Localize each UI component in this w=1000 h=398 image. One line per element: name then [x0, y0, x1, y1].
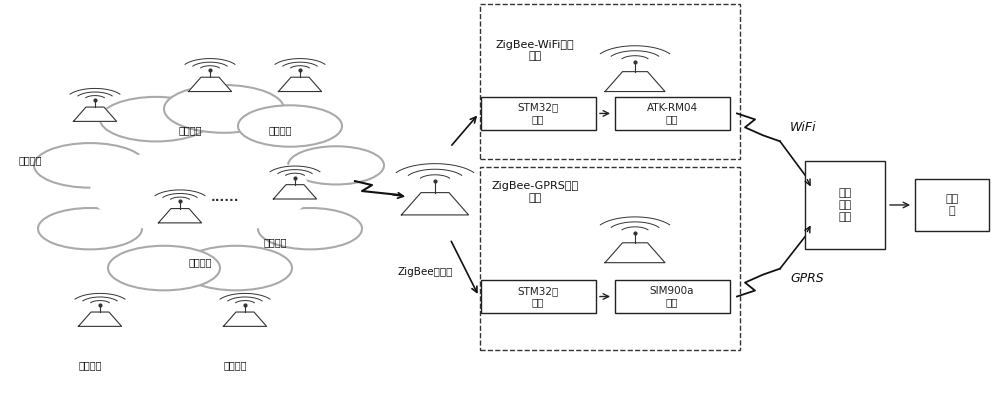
- Circle shape: [34, 143, 146, 188]
- Text: 终端节点: 终端节点: [263, 237, 287, 247]
- Circle shape: [38, 208, 142, 250]
- Text: 监测终端: 监测终端: [188, 257, 212, 267]
- Text: 终端节点: 终端节点: [78, 360, 102, 370]
- Text: 终端节点: 终端节点: [268, 125, 292, 135]
- Circle shape: [288, 146, 384, 185]
- Text: ZigBee-WiFi网关
模块: ZigBee-WiFi网关 模块: [496, 40, 574, 61]
- Polygon shape: [605, 72, 665, 92]
- Polygon shape: [273, 185, 317, 199]
- FancyBboxPatch shape: [914, 179, 989, 231]
- Polygon shape: [605, 243, 665, 263]
- Circle shape: [100, 97, 212, 141]
- Bar: [480, 167, 740, 350]
- Circle shape: [258, 208, 362, 250]
- Text: SIM900a
模块: SIM900a 模块: [650, 286, 694, 307]
- Circle shape: [238, 105, 342, 147]
- Text: WiFi: WiFi: [790, 121, 817, 134]
- Text: STM32处
理器: STM32处 理器: [517, 286, 559, 307]
- FancyBboxPatch shape: [614, 97, 730, 131]
- Text: GPRS: GPRS: [790, 272, 824, 285]
- Text: ATK-RM04
模块: ATK-RM04 模块: [646, 103, 698, 124]
- FancyBboxPatch shape: [481, 279, 596, 314]
- Text: ......: ......: [211, 191, 239, 203]
- Circle shape: [164, 85, 284, 133]
- Polygon shape: [78, 312, 122, 326]
- Text: 终端节点: 终端节点: [178, 125, 202, 135]
- Text: STM32处
理器: STM32处 理器: [517, 103, 559, 124]
- Polygon shape: [223, 312, 267, 326]
- Text: 终端节点: 终端节点: [223, 360, 247, 370]
- Text: 终端节点: 终端节点: [18, 155, 42, 165]
- Bar: [480, 4, 740, 159]
- Polygon shape: [278, 77, 322, 92]
- Polygon shape: [73, 107, 117, 121]
- Text: ZigBee-GPRS网关
模块: ZigBee-GPRS网关 模块: [491, 181, 579, 203]
- FancyBboxPatch shape: [614, 279, 730, 314]
- Polygon shape: [401, 193, 469, 215]
- Text: 监控
管理
中心: 监控 管理 中心: [838, 188, 852, 222]
- Text: ZigBee协调器: ZigBee协调器: [397, 267, 453, 277]
- Circle shape: [90, 147, 310, 235]
- FancyBboxPatch shape: [805, 161, 885, 249]
- Circle shape: [180, 246, 292, 291]
- Polygon shape: [158, 209, 202, 223]
- Text: 用户
端: 用户 端: [945, 194, 959, 216]
- Circle shape: [108, 246, 220, 291]
- FancyBboxPatch shape: [481, 97, 596, 131]
- Polygon shape: [188, 77, 232, 92]
